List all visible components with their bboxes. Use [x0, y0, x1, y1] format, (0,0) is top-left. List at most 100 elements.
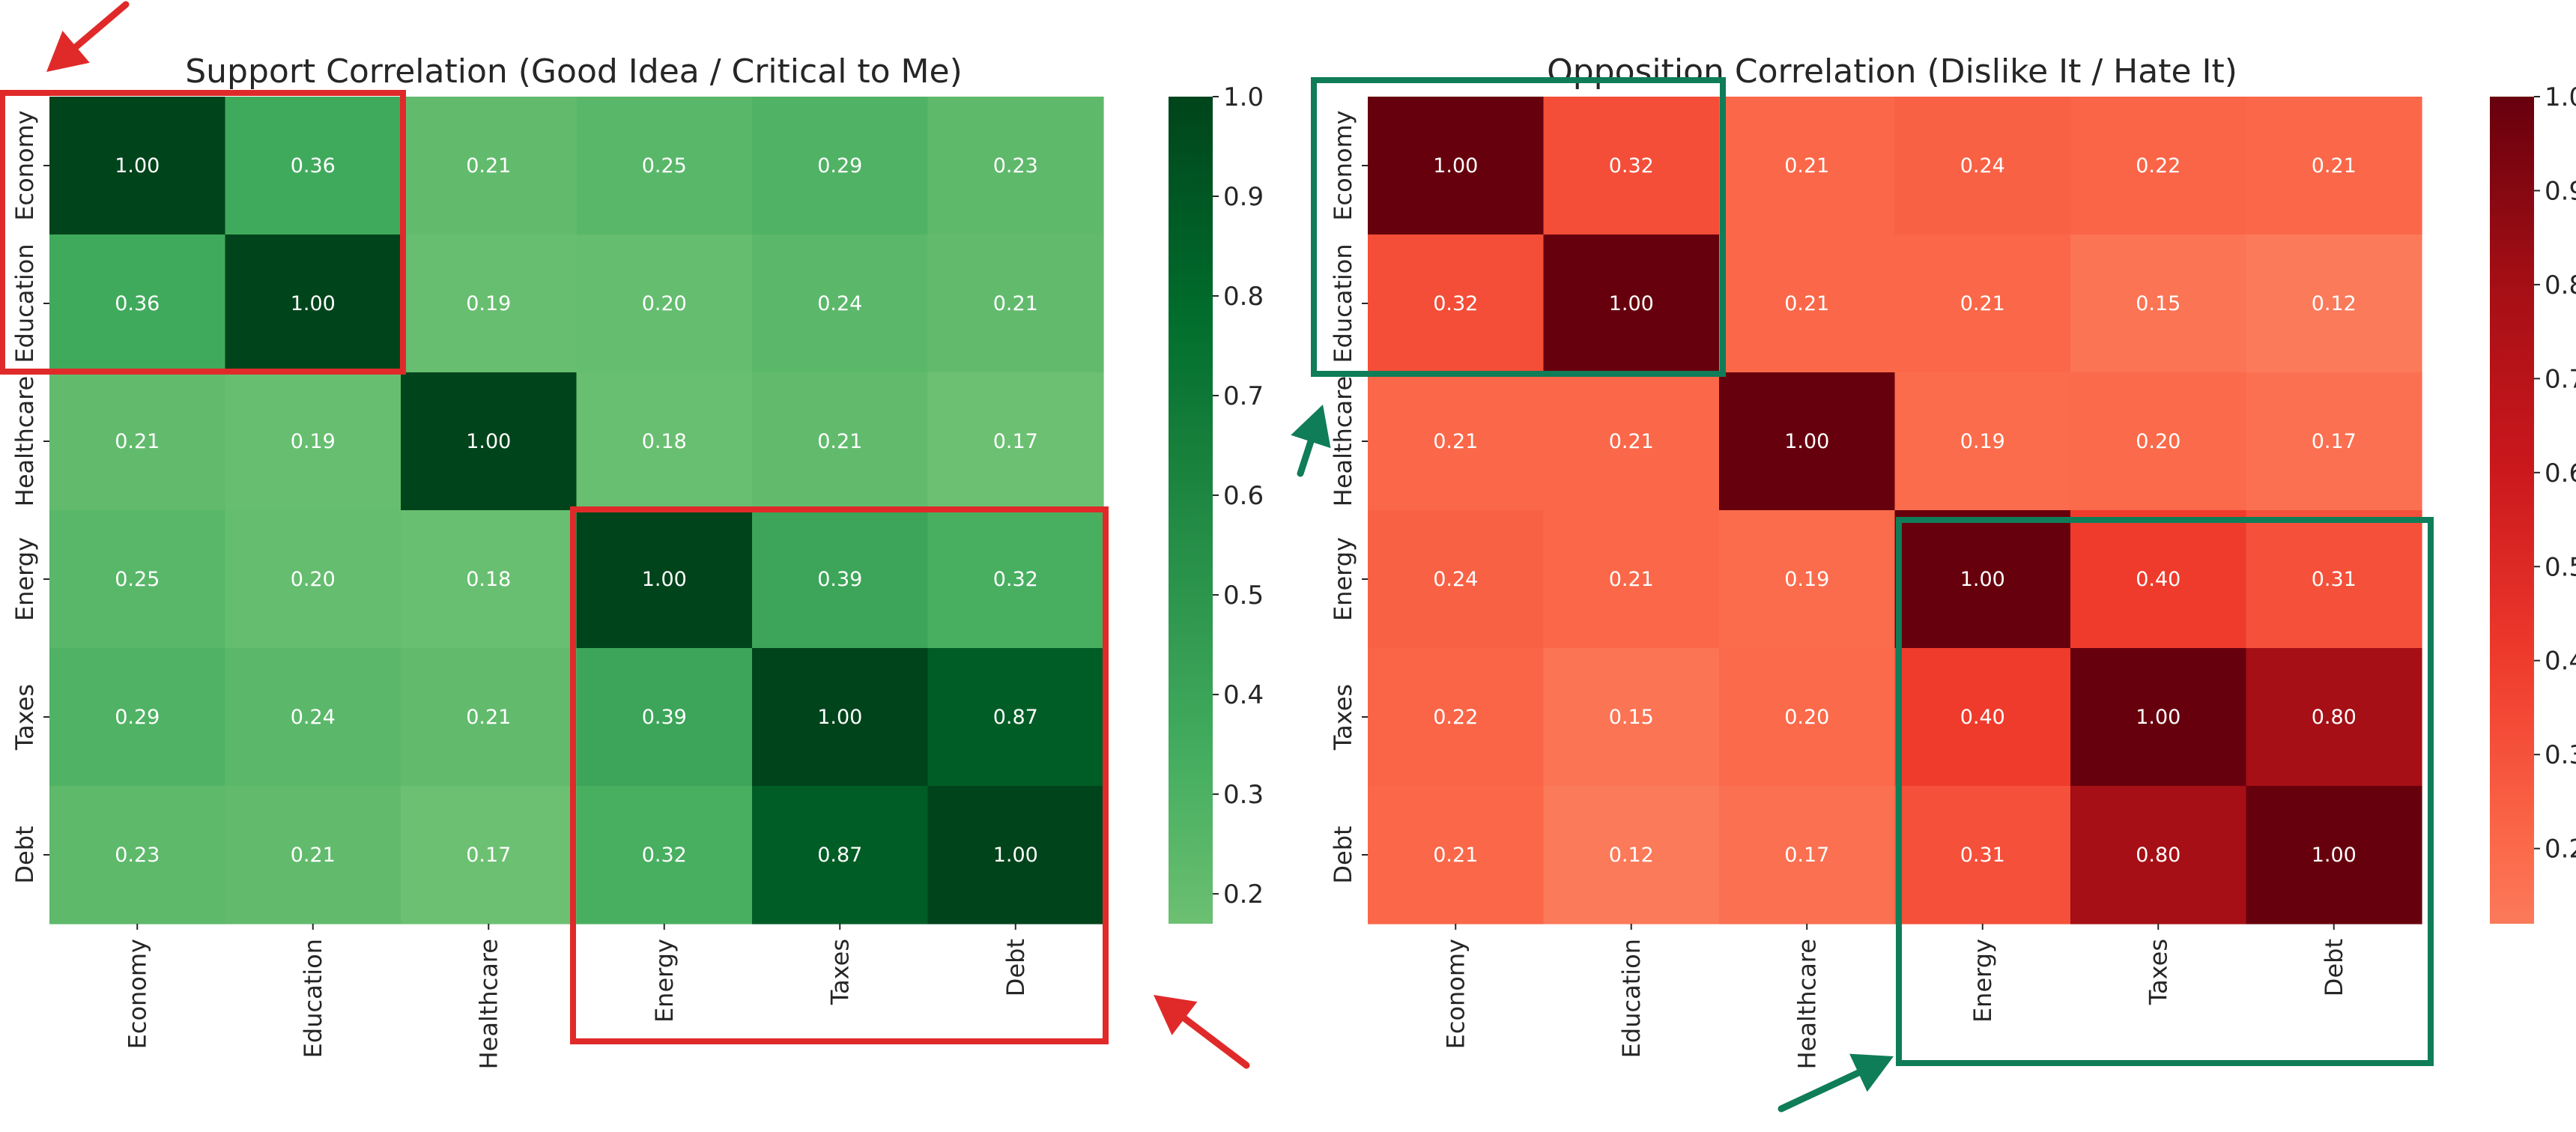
colorbar-tick-label: 0.7: [2545, 364, 2576, 394]
heatmap-cell: [576, 372, 753, 511]
arrow-shaft: [1778, 1069, 1862, 1113]
cell-value-label: 0.24: [1433, 568, 1478, 591]
cell-value-label: 0.23: [993, 154, 1038, 178]
x-tick-label: Energy: [1969, 939, 1997, 1023]
cell-value-label: 0.21: [1433, 430, 1478, 453]
cell-value-label: 1.00: [1784, 430, 1829, 453]
green-arrow-left: [1291, 405, 1331, 477]
y-tick-label: Education: [1329, 243, 1357, 363]
cell-value-label: 1.00: [291, 292, 336, 315]
heatmap-cell: [49, 510, 226, 649]
cell-value-label: 1.00: [2136, 706, 2180, 729]
cell-value-label: 0.80: [2136, 844, 2180, 867]
cell-value-label: 1.00: [817, 706, 862, 729]
cell-value-label: 0.20: [1784, 706, 1829, 729]
cell-value-label: 0.20: [642, 292, 687, 315]
highlight-box-opposition-top: [1311, 77, 1726, 377]
cell-value-label: 0.36: [291, 154, 336, 178]
heatmap-cell: [49, 648, 226, 787]
cell-value-label: 0.21: [1960, 292, 2005, 315]
cell-value-label: 0.32: [642, 844, 687, 867]
colorbar-tick-label: 1.0: [1223, 82, 1264, 112]
cell-value-label: 0.21: [1609, 568, 1654, 591]
cell-value-label: 0.32: [1609, 154, 1654, 178]
arrow-head: [46, 30, 90, 72]
heatmap-cell: [1894, 648, 2071, 787]
heatmap-cell: [49, 372, 226, 511]
heatmap-cell: [401, 97, 578, 235]
cell-value-label: 0.29: [817, 154, 862, 178]
cell-value-label: 0.19: [291, 430, 336, 453]
heatmap-cell: [576, 786, 753, 924]
heatmap-cell: [752, 510, 929, 649]
colorbar-tick-label: 0.3: [1223, 780, 1264, 810]
heatmap-cell: [1719, 97, 1896, 235]
cell-value-label: 0.21: [291, 844, 336, 867]
colorbar: [2490, 97, 2534, 924]
colorbar-tick-label: 0.5: [2545, 552, 2576, 582]
heatmap-cell: [2070, 234, 2247, 373]
heatmap-cell: [1894, 510, 2071, 649]
colorbar-tick-label: 0.4: [2545, 647, 2576, 677]
heatmap-cell: [401, 510, 578, 649]
heatmap-cell: [225, 234, 401, 373]
cell-value-label: 0.19: [1784, 568, 1829, 591]
heatmap-cell: [1894, 372, 2071, 511]
heatmap-cell: [1368, 97, 1545, 235]
cell-value-label: 0.17: [2312, 430, 2357, 453]
heatmap-cell: [49, 786, 226, 924]
heatmap-cell: [1543, 510, 1720, 649]
cell-value-label: 0.87: [993, 706, 1038, 729]
cell-value-label: 1.00: [2312, 844, 2357, 867]
colorbar-tick-label: 0.6: [2545, 458, 2576, 488]
cell-value-label: 0.36: [115, 292, 160, 315]
arrow-shaft: [73, 1, 130, 50]
heatmap-cell: [1719, 372, 1896, 511]
heatmap-cell: [401, 786, 578, 924]
cell-value-label: 0.32: [1433, 292, 1478, 315]
cell-value-label: 0.22: [1433, 706, 1478, 729]
colorbar-tick-label: 0.9: [2545, 176, 2576, 206]
cell-value-label: 0.21: [466, 706, 511, 729]
highlight-box-support-top: [0, 90, 406, 375]
heatmap-cell: [1368, 786, 1545, 924]
heatmap-cell: [1368, 234, 1545, 373]
heatmap-cell: [752, 372, 929, 511]
x-tick-label: Debt: [2320, 939, 2348, 996]
colorbar: [1169, 97, 1213, 924]
cell-value-label: 1.00: [642, 568, 687, 591]
cell-value-label: 1.00: [115, 154, 160, 178]
colorbar-tick-label: 1.0: [2545, 82, 2576, 112]
heatmap-cell: [1719, 648, 1896, 787]
cell-value-label: 0.15: [2136, 292, 2180, 315]
heatmap-cell: [2070, 648, 2247, 787]
cell-value-label: 0.39: [642, 706, 687, 729]
highlight-box-support-bottom: [570, 506, 1109, 1044]
cell-value-label: 0.40: [1960, 706, 2005, 729]
heatmap-cell: [1543, 97, 1720, 235]
colorbar-tick-label: 0.2: [1223, 880, 1264, 909]
y-tick-label: Taxes: [1329, 684, 1357, 751]
cell-value-label: 1.00: [993, 844, 1038, 867]
x-tick-label: Taxes: [2144, 939, 2172, 1005]
colorbar-tick-label: 0.8: [2545, 270, 2576, 300]
arrow-shaft: [1181, 1014, 1250, 1069]
cell-value-label: 0.15: [1609, 706, 1654, 729]
cell-value-label: 0.17: [993, 430, 1038, 453]
colorbar-tick-label: 0.3: [2545, 740, 2576, 770]
heatmap-cell: [1368, 510, 1545, 649]
y-tick-label: Economy: [10, 110, 39, 220]
cell-value-label: 0.25: [642, 154, 687, 178]
colorbar-tick-label: 0.6: [1223, 481, 1264, 511]
chart-title: Support Correlation (Good Idea / Critica…: [185, 52, 963, 91]
cell-value-label: 0.17: [1784, 844, 1829, 867]
heatmap-cell: [225, 648, 401, 787]
red-arrow-bottom: [1154, 995, 1250, 1069]
heatmap-cell: [2070, 97, 2247, 235]
highlight-box-opposition-bottom: [1896, 517, 2434, 1066]
heatmap-cell: [1894, 234, 2071, 373]
heatmap-cell: [2070, 510, 2247, 649]
cell-value-label: 0.31: [1960, 844, 2005, 867]
cell-value-label: 0.20: [2136, 430, 2180, 453]
